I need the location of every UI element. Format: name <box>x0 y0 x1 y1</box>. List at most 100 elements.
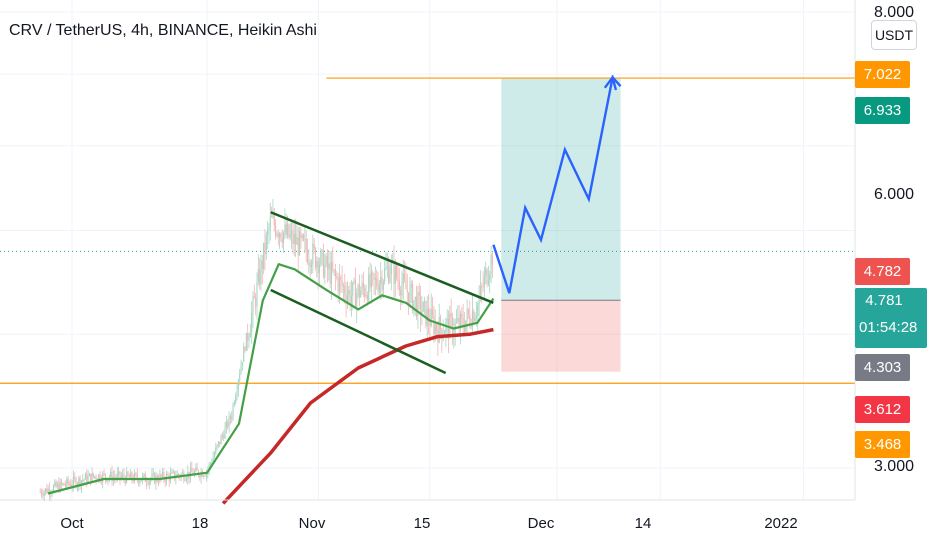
candle-body-336 <box>486 269 488 285</box>
candle-body-190 <box>292 230 294 244</box>
candle-body-339 <box>490 254 492 275</box>
candle-body-141 <box>227 421 229 427</box>
candle-body-214 <box>324 264 326 277</box>
candle-body-316 <box>459 313 462 329</box>
candle-body-309 <box>450 313 452 317</box>
candle-body-242 <box>361 282 363 291</box>
candle-body-58 <box>116 473 118 478</box>
candle-body-194 <box>297 237 299 256</box>
candle-body-229 <box>344 285 346 295</box>
candle-body-61 <box>120 476 122 478</box>
candle-body-184 <box>284 224 286 233</box>
time-label-oct: Oct <box>60 515 84 532</box>
candle-body-173 <box>269 216 271 228</box>
candle-body-118 <box>196 467 198 471</box>
candle-body-100 <box>172 471 174 473</box>
candle-body-0 <box>39 491 41 493</box>
candle-body-64 <box>124 478 126 483</box>
candle-body-138 <box>223 435 225 439</box>
candle-body-195 <box>299 231 301 256</box>
candle-body-76 <box>140 480 142 482</box>
candle-body-113 <box>189 467 192 478</box>
candle-body-335 <box>485 269 487 276</box>
candle-body-166 <box>260 260 262 285</box>
candle-body-302 <box>441 329 443 340</box>
price-axis-label-3000: 3.000 <box>873 458 914 475</box>
candle-body-5 <box>46 488 48 493</box>
candle-body-24 <box>71 485 73 487</box>
candle-body-6 <box>47 488 49 493</box>
candle-body-71 <box>134 473 136 482</box>
candle-body-80 <box>146 481 148 484</box>
candle-body-123 <box>203 475 205 477</box>
candle-body-139 <box>224 427 226 439</box>
candle-body-16 <box>60 481 63 485</box>
candle-body-185 <box>285 224 287 235</box>
candle-body-127 <box>208 464 210 471</box>
time-label-nov: Nov <box>298 515 326 532</box>
candle-body-239 <box>357 284 359 294</box>
candle-body-129 <box>211 462 213 464</box>
candle-body-232 <box>348 290 350 295</box>
candle-body-305 <box>445 322 447 334</box>
candle-body-132 <box>215 447 217 454</box>
candle-body-59 <box>118 471 120 474</box>
candle-body-136 <box>220 435 222 445</box>
candle-body-53 <box>110 471 112 478</box>
candle-body-200 <box>305 239 307 251</box>
candle-body-140 <box>225 421 227 428</box>
candle-body-285 <box>418 292 420 296</box>
candle-body-308 <box>449 313 451 339</box>
candle-body-147 <box>235 396 237 404</box>
candle-body-269 <box>397 277 399 281</box>
candle-body-209 <box>317 260 319 274</box>
candle-body-161 <box>253 296 255 299</box>
candle-body-158 <box>249 331 251 338</box>
candle-body-192 <box>295 233 297 245</box>
candle-body-210 <box>318 264 321 274</box>
candle-body-325 <box>471 311 473 328</box>
candle-body-293 <box>429 321 431 326</box>
candle-body-246 <box>366 295 368 302</box>
candle-body-92 <box>162 472 164 477</box>
candle-body-197 <box>301 235 303 238</box>
candle-body-334 <box>483 275 485 287</box>
candle-body-272 <box>401 284 403 296</box>
candle-body-82 <box>148 480 150 485</box>
candle-body-25 <box>72 476 74 486</box>
candle-body-223 <box>336 275 338 278</box>
candle-body-224 <box>337 277 339 292</box>
candle-body-47 <box>102 473 104 482</box>
candle-body-225 <box>338 276 340 292</box>
candle-body-10 <box>52 485 55 492</box>
candle-body-156 <box>247 332 249 341</box>
candle-body-49 <box>104 473 106 478</box>
candle-body-233 <box>349 290 351 305</box>
candle-body-35 <box>86 474 88 483</box>
candle-body-62 <box>122 474 124 477</box>
candle-body-174 <box>271 216 273 218</box>
candle-body-15 <box>59 481 61 492</box>
candle-body-238 <box>356 293 358 307</box>
candle-body-31 <box>80 480 82 487</box>
candle-body-107 <box>181 472 184 474</box>
candle-body-29 <box>78 477 80 485</box>
candle-body-237 <box>354 280 356 307</box>
candle-body-56 <box>114 476 116 478</box>
candle-body-26 <box>74 476 76 479</box>
current-price-tag: 4.781 01:54:28 <box>855 288 927 348</box>
candle-body-73 <box>136 474 138 480</box>
trend-drawings <box>270 74 622 375</box>
currency-unit-button[interactable]: USDT <box>871 20 917 50</box>
candle-body-4 <box>44 488 47 492</box>
candle-body-70 <box>132 479 134 482</box>
candle-body-278 <box>409 287 411 306</box>
candle-body-152 <box>241 362 243 366</box>
candle-body-151 <box>240 365 242 374</box>
candle-body-1 <box>40 491 43 495</box>
candle-body-189 <box>291 230 293 235</box>
candle-body-319 <box>463 326 466 332</box>
candle-body-202 <box>308 262 310 264</box>
candle-body-125 <box>205 472 207 476</box>
